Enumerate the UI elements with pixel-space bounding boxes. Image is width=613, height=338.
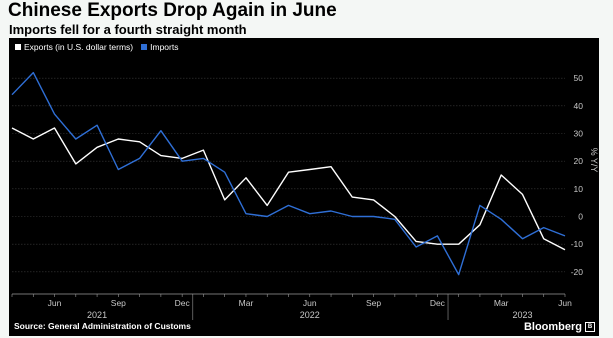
series-line-imports xyxy=(11,71,566,276)
chart-panel: 50 40 30 20 10 0 -10 -20 % Y/Y Jun Sep Dec Mar Jun Sep… xyxy=(9,38,599,336)
x-tick-label: Dec xyxy=(430,298,446,308)
x-tick-label: Mar xyxy=(494,298,509,308)
legend: Exports (in U.S. dollar terms) Imports xyxy=(15,42,186,52)
y-tick-label: 10 xyxy=(574,184,584,194)
legend-item-imports: Imports xyxy=(141,42,178,52)
chart-svg: 50 40 30 20 10 0 -10 -20 % Y/Y Jun Sep Dec Mar Jun Sep… xyxy=(11,71,599,320)
y-tick-label: 50 xyxy=(574,73,584,83)
x-tick-label: Mar xyxy=(239,298,254,308)
x-tick-label: Jun xyxy=(558,298,572,308)
source-note: Source: General Administration of Custom… xyxy=(14,321,191,331)
y-tick-label: 0 xyxy=(578,212,583,222)
legend-swatch-imports xyxy=(141,44,148,50)
x-tick-label: Sep xyxy=(366,298,381,308)
legend-label-imports: Imports xyxy=(150,42,179,52)
year-label: 2023 xyxy=(512,310,532,320)
y-tick-label: 20 xyxy=(574,156,584,166)
y-tick-label: 40 xyxy=(574,101,584,111)
x-tick-label: Jun xyxy=(303,298,317,308)
year-label: 2021 xyxy=(87,310,107,320)
chart-subtitle: Imports fell for a fourth straight month xyxy=(9,22,247,37)
y-axis-label: % Y/Y xyxy=(589,148,599,173)
y-tick-label: 30 xyxy=(574,128,584,138)
year-label: 2022 xyxy=(300,310,320,320)
chart-title: Chinese Exports Drop Again in June xyxy=(8,0,337,21)
legend-item-exports: Exports (in U.S. dollar terms) xyxy=(15,42,133,52)
x-tick-label: Jun xyxy=(48,298,62,308)
bloomberg-logo: Bloomberg B xyxy=(524,321,595,333)
bloomberg-badge-icon: B xyxy=(585,322,595,332)
legend-swatch-exports xyxy=(15,44,21,50)
x-tick-label: Dec xyxy=(175,298,191,308)
legend-label-exports: Exports (in U.S. dollar terms) xyxy=(24,42,134,52)
series-line-exports xyxy=(11,127,566,251)
brand-label: Bloomberg xyxy=(523,321,582,333)
y-tick-label: -10 xyxy=(571,239,584,249)
y-tick-label: -20 xyxy=(571,267,584,277)
x-tick-label: Sep xyxy=(111,298,126,308)
